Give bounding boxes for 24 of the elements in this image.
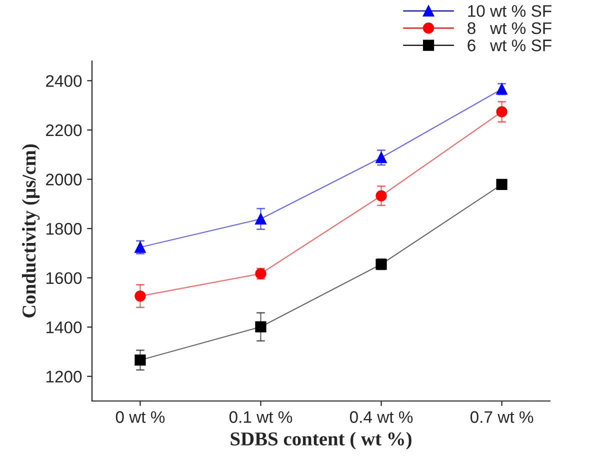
x-tick-label: 0 wt % bbox=[116, 411, 165, 423]
point bbox=[496, 106, 508, 118]
y-tick-label: 1600 bbox=[46, 272, 82, 284]
y-tick-label: 1800 bbox=[46, 222, 82, 235]
point bbox=[376, 152, 387, 164]
point bbox=[134, 290, 146, 302]
legend-label: 6 wt % SF bbox=[468, 40, 552, 52]
y-axis-title: Conductivity (µs/cm) bbox=[22, 144, 40, 318]
x-tick-label: 0.7 wt % bbox=[470, 411, 534, 423]
point bbox=[255, 213, 266, 224]
point bbox=[134, 354, 146, 366]
legend-label: 10 wt % SF bbox=[468, 5, 552, 17]
x-tick-label: 0.1 wt % bbox=[229, 411, 292, 423]
point bbox=[376, 190, 387, 202]
y-tick-label: 1200 bbox=[46, 370, 82, 383]
y-tick-label: 2200 bbox=[46, 124, 82, 136]
point bbox=[255, 321, 266, 332]
y-tick-label: 1400 bbox=[46, 321, 82, 334]
x-axis-title: SDBS content ( wt %) bbox=[230, 432, 412, 450]
point bbox=[496, 178, 508, 190]
legend-label: 8 wt % SF bbox=[468, 22, 552, 34]
x-tick-label: 0.4 wt % bbox=[350, 411, 413, 423]
y-tick-label: 2400 bbox=[46, 75, 82, 87]
y-tick-label: 2000 bbox=[46, 174, 82, 186]
